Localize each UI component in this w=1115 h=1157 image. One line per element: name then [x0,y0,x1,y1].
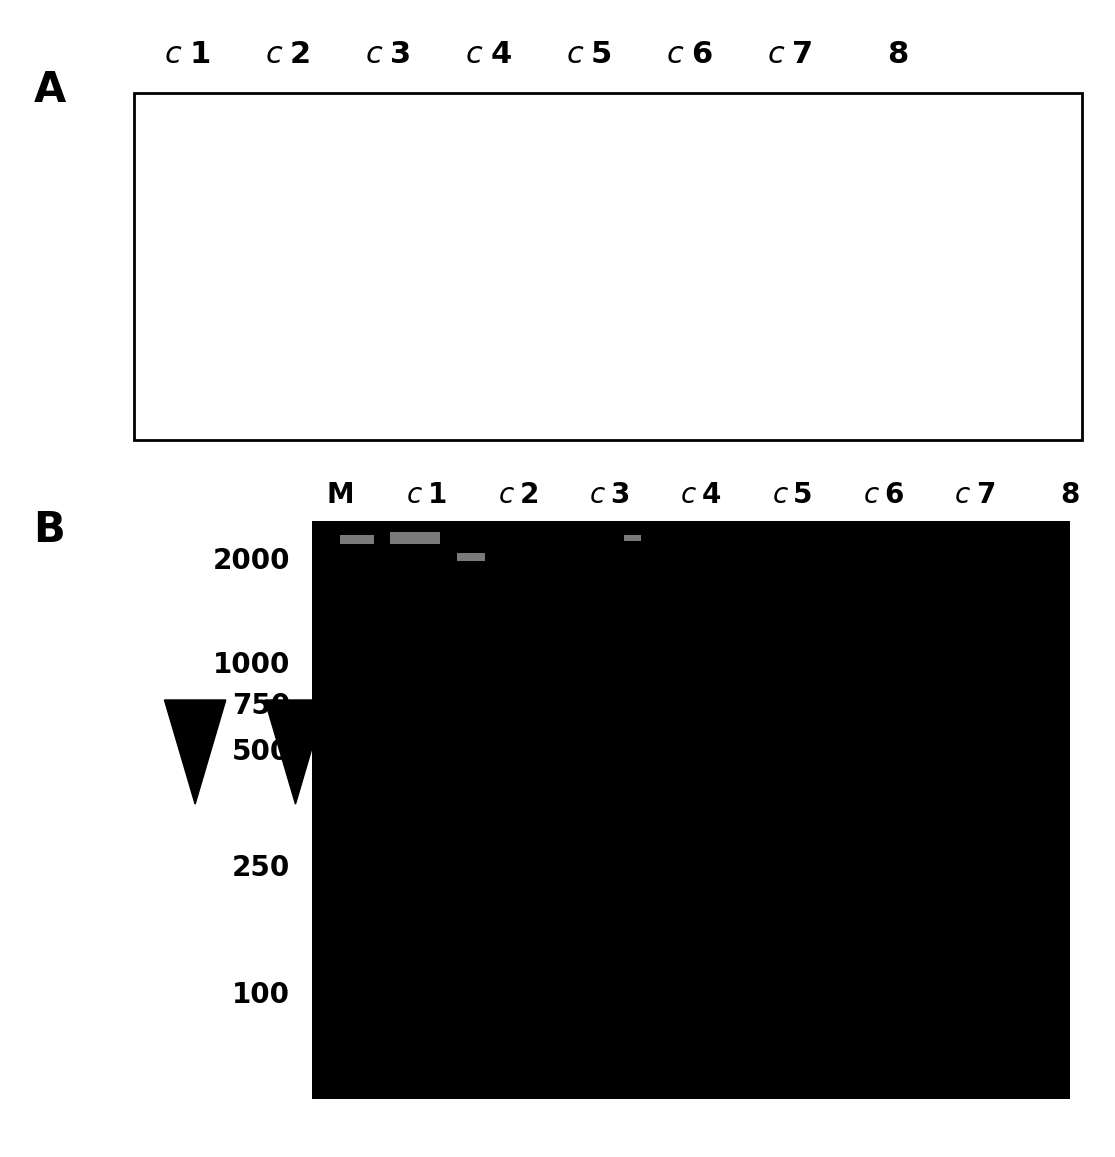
Text: 500: 500 [232,738,290,766]
Text: 2: 2 [290,40,311,69]
Text: M: M [327,481,353,509]
Text: 2000: 2000 [212,547,290,575]
Text: 1: 1 [190,40,211,69]
Text: B: B [33,509,65,551]
Text: A: A [33,69,66,111]
Text: c: c [407,481,423,509]
Text: 6: 6 [884,481,904,509]
Text: c: c [773,481,787,509]
Polygon shape [466,700,527,804]
Text: 1: 1 [428,481,447,509]
Text: c: c [466,40,483,69]
Bar [624,535,641,541]
Bar [312,521,1070,1099]
Text: c: c [165,40,182,69]
Text: 3: 3 [390,40,411,69]
Text: 4: 4 [491,40,512,69]
Polygon shape [767,700,827,804]
Text: 5: 5 [793,481,813,509]
Text: 2: 2 [520,481,539,509]
Text: c: c [681,481,696,509]
Text: 100: 100 [232,981,290,1009]
Text: 6: 6 [691,40,712,69]
Text: 8: 8 [886,40,909,69]
Text: c: c [566,40,583,69]
Bar [134,93,1082,440]
Text: 7: 7 [792,40,813,69]
Polygon shape [867,700,928,804]
Text: c: c [265,40,282,69]
Text: 750: 750 [232,692,290,720]
Text: 3: 3 [611,481,630,509]
Bar [457,553,485,561]
Polygon shape [566,700,627,804]
Text: 1000: 1000 [213,651,290,679]
Bar [340,535,374,544]
Text: c: c [498,481,514,509]
Text: c: c [864,481,879,509]
Polygon shape [365,700,426,804]
Polygon shape [265,700,327,804]
Text: c: c [590,481,605,509]
Bar [390,532,440,544]
Text: c: c [667,40,683,69]
Text: c: c [767,40,784,69]
Text: 250: 250 [232,854,290,882]
Polygon shape [667,700,727,804]
Polygon shape [165,700,225,804]
Text: 5: 5 [591,40,612,69]
Text: c: c [954,481,970,509]
Text: 7: 7 [976,481,996,509]
Text: c: c [366,40,382,69]
Text: 4: 4 [702,481,721,509]
Text: 8: 8 [1060,481,1080,509]
